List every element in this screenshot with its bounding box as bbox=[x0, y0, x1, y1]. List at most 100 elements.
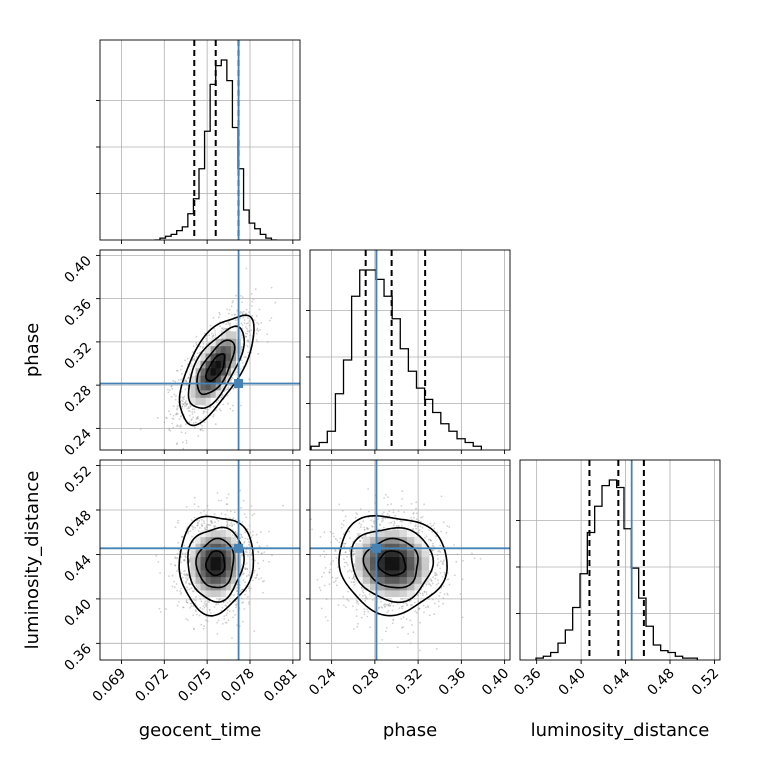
sample-point bbox=[195, 335, 198, 338]
density-cell bbox=[220, 590, 227, 598]
density-cell bbox=[195, 397, 201, 406]
panel-frame bbox=[99, 39, 301, 241]
sample-point bbox=[217, 603, 220, 605]
density-cell bbox=[205, 397, 212, 406]
density-cell bbox=[392, 570, 400, 578]
sample-point bbox=[383, 511, 385, 514]
sample-point bbox=[247, 587, 250, 590]
sample-point bbox=[231, 637, 233, 639]
sample-point bbox=[177, 452, 179, 454]
sample-point bbox=[353, 578, 356, 581]
density-cell bbox=[200, 563, 206, 571]
sample-point bbox=[252, 530, 254, 533]
sample-point bbox=[178, 600, 180, 603]
sample-point bbox=[217, 499, 220, 502]
sample-point bbox=[336, 539, 339, 542]
sample-point bbox=[168, 575, 170, 577]
sample-point bbox=[325, 553, 328, 556]
sample-point bbox=[385, 630, 387, 633]
sample-point bbox=[359, 508, 362, 511]
sample-point bbox=[233, 594, 236, 597]
sample-point bbox=[240, 404, 242, 407]
sample-point bbox=[242, 316, 245, 319]
sample-point bbox=[263, 579, 265, 582]
sample-point bbox=[181, 576, 184, 579]
sample-point bbox=[423, 503, 425, 506]
sample-point bbox=[172, 418, 175, 420]
sample-point bbox=[188, 421, 191, 424]
sample-point bbox=[453, 544, 455, 546]
sample-point bbox=[371, 526, 374, 528]
sample-point bbox=[194, 359, 196, 362]
sample-point bbox=[415, 527, 417, 530]
sample-point bbox=[403, 511, 405, 513]
sample-point bbox=[400, 618, 403, 620]
sample-point bbox=[243, 322, 246, 324]
sample-point bbox=[243, 319, 246, 321]
sample-point bbox=[434, 571, 436, 574]
density-cell bbox=[215, 390, 222, 398]
density-cell bbox=[384, 543, 393, 551]
sample-point bbox=[366, 528, 369, 531]
y-tick-label: 0.28 bbox=[61, 383, 94, 416]
sample-point bbox=[402, 605, 404, 607]
sample-point bbox=[186, 480, 188, 482]
sample-point bbox=[328, 571, 331, 574]
sample-point bbox=[180, 426, 182, 428]
density-cell bbox=[215, 570, 222, 578]
sample-point bbox=[185, 400, 188, 403]
sample-point bbox=[217, 399, 220, 402]
sample-point bbox=[184, 401, 186, 404]
sample-point bbox=[244, 568, 247, 570]
sample-point bbox=[384, 493, 387, 496]
sample-point bbox=[363, 528, 366, 531]
truth-marker bbox=[234, 543, 244, 553]
sample-point bbox=[380, 606, 383, 608]
sample-point bbox=[251, 514, 254, 517]
sample-point bbox=[172, 405, 175, 408]
density-cell bbox=[225, 353, 232, 361]
sample-point bbox=[425, 591, 428, 593]
density-cell bbox=[220, 353, 227, 361]
sample-point bbox=[207, 524, 210, 526]
sample-point bbox=[320, 607, 323, 610]
density-cell bbox=[399, 590, 408, 598]
sample-point bbox=[420, 520, 422, 523]
sample-point bbox=[248, 585, 251, 588]
histogram-panel-phase bbox=[306, 249, 511, 454]
sample-point bbox=[241, 301, 244, 303]
sample-point bbox=[350, 545, 352, 548]
sample-point bbox=[245, 326, 247, 328]
sample-point bbox=[409, 522, 412, 524]
sample-point bbox=[336, 584, 338, 587]
contour-0 bbox=[205, 550, 226, 577]
sample-point bbox=[436, 554, 439, 557]
sample-point bbox=[443, 559, 445, 562]
sample-point bbox=[256, 340, 259, 343]
sample-point bbox=[355, 615, 358, 617]
sample-point bbox=[227, 386, 230, 389]
sample-point bbox=[247, 340, 250, 343]
sample-point bbox=[184, 359, 186, 362]
x-tick-label: 0.36 bbox=[436, 665, 469, 698]
sample-point bbox=[328, 583, 331, 586]
density-cell bbox=[200, 583, 206, 591]
density-cell bbox=[200, 570, 206, 578]
density-cell bbox=[190, 367, 196, 376]
sample-point bbox=[200, 427, 203, 430]
sample-point bbox=[248, 320, 251, 322]
sample-point bbox=[212, 414, 215, 416]
sample-point bbox=[188, 407, 191, 410]
sample-point bbox=[405, 618, 408, 621]
sample-point bbox=[383, 497, 385, 499]
y-tick-label: 0.48 bbox=[61, 508, 94, 541]
sample-point bbox=[186, 357, 189, 360]
sample-point bbox=[199, 429, 202, 431]
sample-point bbox=[186, 601, 188, 604]
sample-point bbox=[319, 536, 322, 538]
sample-point bbox=[437, 605, 440, 608]
density-cell bbox=[210, 530, 217, 538]
sample-point bbox=[229, 510, 232, 513]
sample-point bbox=[446, 578, 449, 581]
sample-point bbox=[209, 406, 212, 408]
